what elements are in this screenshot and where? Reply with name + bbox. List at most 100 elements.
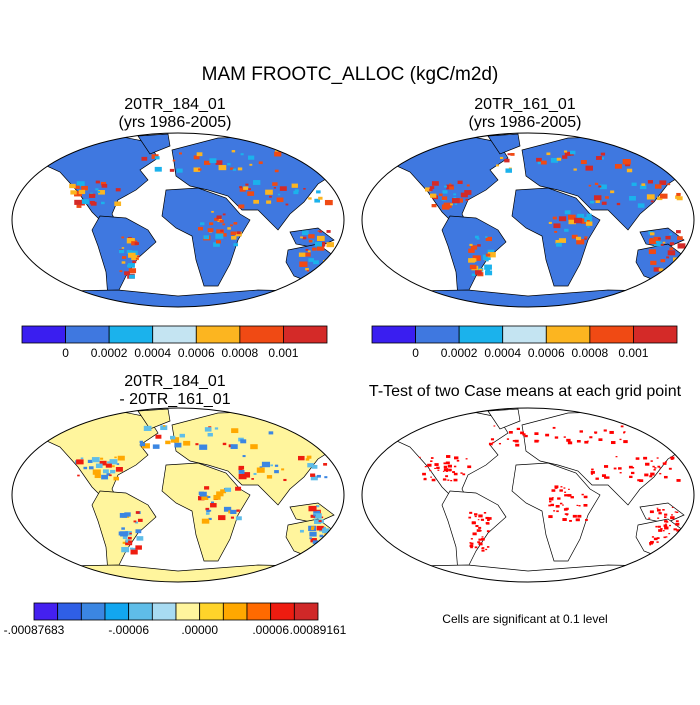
spot	[558, 238, 567, 243]
spot	[247, 191, 255, 196]
spot	[664, 513, 668, 516]
spot	[564, 151, 571, 156]
panel-title: 20TR_161_01	[474, 96, 576, 113]
spot	[556, 157, 562, 161]
spot	[281, 468, 285, 471]
spot	[554, 485, 559, 489]
spot	[655, 240, 660, 244]
spot	[649, 510, 654, 514]
spot	[231, 428, 239, 434]
spot	[430, 193, 437, 198]
spot	[195, 443, 199, 446]
spot	[669, 242, 675, 246]
spot	[115, 467, 123, 472]
spot	[474, 546, 478, 549]
spot	[443, 465, 448, 469]
spot	[487, 249, 495, 255]
spot	[466, 184, 470, 187]
spot	[135, 257, 139, 260]
spot	[451, 198, 460, 204]
spot	[614, 164, 622, 169]
spot	[322, 544, 326, 547]
spot	[434, 463, 439, 466]
spot	[477, 541, 481, 544]
spot	[448, 183, 452, 186]
spot	[540, 160, 547, 165]
spot	[569, 519, 572, 522]
spot	[213, 494, 221, 500]
spot	[132, 260, 137, 264]
spot	[453, 478, 458, 482]
spot	[154, 166, 162, 172]
colorbar-box	[222, 602, 248, 621]
spot	[95, 463, 103, 469]
spot	[169, 168, 175, 172]
spot	[563, 436, 566, 438]
spot	[559, 489, 563, 492]
spot	[587, 440, 589, 442]
spot	[319, 534, 324, 538]
spot	[663, 475, 668, 479]
spot	[322, 528, 330, 534]
spot	[309, 537, 312, 540]
colorbar: 0 0.0002 0.0004 0.0006 0.0008 0.001	[371, 325, 678, 360]
spot	[90, 201, 97, 206]
colorbar-box	[545, 325, 591, 344]
spot	[302, 236, 307, 240]
spot	[222, 442, 227, 446]
spot	[570, 150, 576, 155]
spot	[306, 269, 310, 272]
spot	[572, 514, 577, 518]
colorbar-label: 0.001	[268, 346, 298, 360]
spot	[603, 429, 607, 432]
spot	[319, 230, 323, 233]
spot	[676, 511, 679, 514]
spot	[663, 524, 668, 527]
spot	[475, 270, 482, 275]
spot	[230, 167, 234, 170]
spot	[514, 439, 519, 443]
spot	[250, 444, 258, 450]
spot	[483, 512, 487, 514]
spot	[105, 463, 112, 468]
spot	[665, 235, 671, 240]
spot	[586, 213, 592, 218]
spot	[600, 152, 606, 156]
spot	[566, 438, 571, 442]
spot	[662, 241, 666, 244]
map-border	[361, 132, 695, 308]
spot	[649, 475, 653, 478]
spot	[198, 168, 202, 171]
spot	[198, 227, 204, 231]
spot	[135, 529, 142, 534]
spot	[251, 478, 254, 480]
spot	[201, 518, 210, 524]
spot	[242, 455, 246, 458]
spot	[460, 192, 468, 198]
spot	[213, 242, 220, 247]
spot	[122, 256, 127, 259]
spot	[316, 474, 321, 478]
spot	[307, 250, 311, 253]
spot	[313, 510, 320, 516]
spot	[248, 155, 255, 160]
spot	[549, 500, 552, 503]
spot	[128, 274, 135, 279]
spot	[198, 491, 204, 496]
spot	[586, 219, 590, 222]
spot	[129, 532, 132, 535]
spot	[481, 547, 485, 549]
spot	[603, 465, 609, 468]
spot	[317, 230, 320, 232]
spot	[577, 213, 585, 219]
spot	[115, 188, 121, 192]
spot	[499, 156, 504, 160]
spot	[649, 544, 652, 546]
spot	[594, 431, 598, 434]
spot	[305, 248, 309, 251]
spot	[613, 467, 617, 470]
spot	[114, 456, 117, 459]
spot	[443, 202, 452, 208]
colorbar-box	[151, 602, 177, 621]
